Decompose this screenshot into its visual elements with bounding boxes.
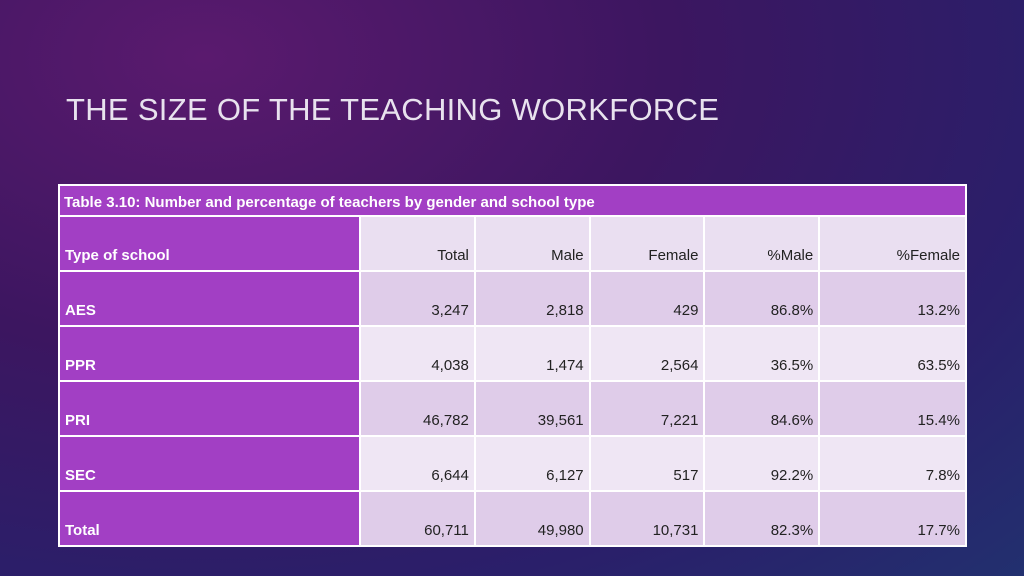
- header-row: Type of school Total Male Female %Male %Femal…: [57, 215, 967, 272]
- table-cell: 92.2%: [703, 435, 821, 492]
- data-table: Table 3.10: Number and percentage of tea…: [57, 184, 967, 547]
- table-cell: 2,818: [473, 270, 591, 327]
- table-body: Table 3.10: Number and percentage of tea…: [57, 184, 967, 547]
- table-cell: 3,247: [359, 270, 476, 327]
- table-cell: 10,731: [588, 490, 706, 547]
- table-cell: 60,711: [359, 490, 476, 547]
- table-cell: 82.3%: [703, 490, 821, 547]
- table-cell: 7.8%: [818, 435, 967, 492]
- table-row: AES 3,247 2,818 429 86.8% 13.2%: [57, 270, 967, 327]
- table-row: SEC 6,644 6,127 517 92.2% 7.8%: [57, 435, 967, 492]
- table-cell: 17.7%: [818, 490, 967, 547]
- column-header: %Male: [703, 215, 821, 272]
- column-header: Female: [588, 215, 706, 272]
- table-row: PPR 4,038 1,474 2,564 36.5% 63.5%: [57, 325, 967, 382]
- table-caption: Table 3.10: Number and percentage of tea…: [58, 184, 967, 217]
- table-cell: 429: [588, 270, 706, 327]
- table-cell: 15.4%: [818, 380, 967, 437]
- table-cell: 49,980: [473, 490, 591, 547]
- row-label: SEC: [57, 435, 362, 492]
- table-cell: 13.2%: [818, 270, 967, 327]
- column-header: Total: [359, 215, 476, 272]
- column-header: Male: [473, 215, 591, 272]
- table-cell: 39,561: [473, 380, 591, 437]
- table-cell: 4,038: [359, 325, 476, 382]
- caption-row: Table 3.10: Number and percentage of tea…: [58, 184, 967, 217]
- table-cell: 6,127: [473, 435, 591, 492]
- row-label: AES: [57, 270, 362, 327]
- column-header: Type of school: [57, 215, 362, 272]
- table-row: Total 60,711 49,980 10,731 82.3% 17.7%: [57, 490, 967, 547]
- table-cell: 63.5%: [818, 325, 967, 382]
- slide-title: THE SIZE OF THE TEACHING WORKFORCE: [66, 92, 720, 127]
- table-cell: 36.5%: [703, 325, 821, 382]
- table-cell: 1,474: [473, 325, 591, 382]
- table-cell: 7,221: [588, 380, 706, 437]
- table-cell: 517: [588, 435, 706, 492]
- row-label: PPR: [57, 325, 362, 382]
- table-cell: 6,644: [359, 435, 476, 492]
- table-cell: 86.8%: [703, 270, 821, 327]
- table-cell: 84.6%: [703, 380, 821, 437]
- row-label: Total: [57, 490, 362, 547]
- table-cell: 2,564: [588, 325, 706, 382]
- table-cell: 46,782: [359, 380, 476, 437]
- column-header: %Female: [818, 215, 967, 272]
- table-row: PRI 46,782 39,561 7,221 84.6% 15.4%: [57, 380, 967, 437]
- row-label: PRI: [57, 380, 362, 437]
